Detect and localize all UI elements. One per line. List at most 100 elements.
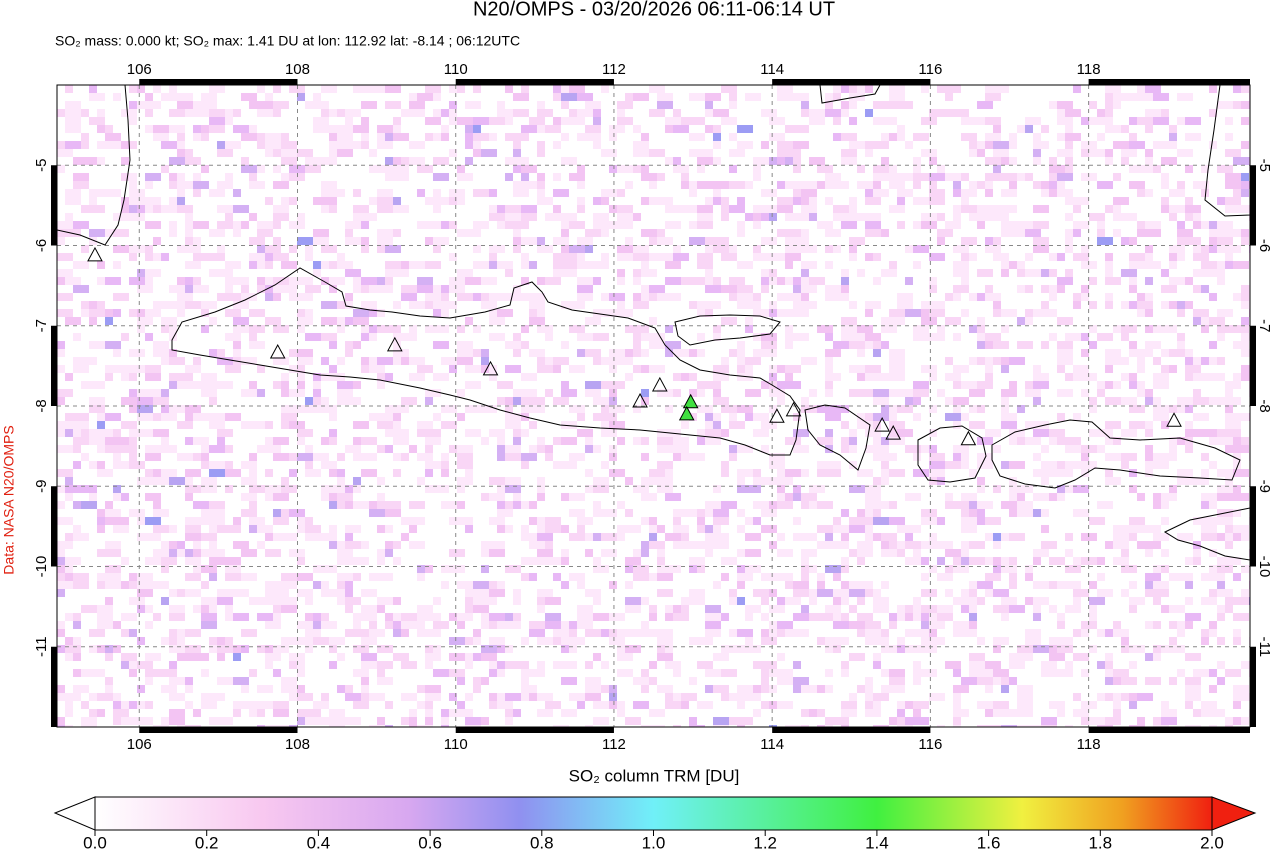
so2-pixel [57,629,65,637]
so2-pixel [737,645,745,653]
so2-pixel [113,365,129,373]
so2-pixel [177,637,185,645]
so2-pixel [985,669,993,677]
so2-pixel [633,565,649,573]
so2-pixel [657,653,673,661]
so2-pixel [65,117,81,125]
so2-pixel [457,341,473,349]
so2-pixel [65,317,81,325]
so2-pixel [737,701,745,709]
so2-pixel [721,197,729,205]
so2-pixel [561,525,569,533]
so2-pixel [1233,437,1241,445]
so2-pixel [617,613,625,621]
so2-pixel [297,365,305,373]
so2-pixel [801,469,809,477]
so2-pixel [409,357,425,365]
so2-pixel [745,357,761,365]
so2-pixel [281,413,297,421]
so2-pixel [969,493,977,501]
y-tick-label: -9 [1256,480,1272,493]
so2-pixel [1129,397,1137,405]
so2-pixel [985,117,1001,125]
so2-pixel [625,237,633,245]
so2-pixel [937,557,945,565]
so2-pixel [929,189,945,197]
map-ticks: 1061061081081101101121121141141161161181… [33,61,1272,753]
so2-pixel [825,357,833,365]
so2-pixel [1129,349,1137,357]
so2-pixel [57,365,65,373]
so2-pixel [729,453,737,461]
so2-pixel [897,125,905,133]
so2-pixel [745,533,761,541]
so2-pixel [1113,709,1121,717]
so2-pixel [361,221,369,229]
so2-pixel [793,581,809,589]
x-tick-label: 112 [602,736,626,753]
so2-pixel [985,245,1001,253]
so2-pixel [1145,245,1153,253]
so2-pixel [193,453,201,461]
so2-pixel [401,285,417,293]
so2-pixel [977,405,985,413]
so2-pixel [145,413,153,421]
so2-pixel [825,349,841,357]
so2-pixel [569,245,585,253]
so2-pixel [641,397,649,405]
so2-pixel [649,517,657,525]
y-tick-label: -11 [1256,636,1272,657]
so2-pixel [929,197,945,205]
so2-pixel [689,373,697,381]
so2-pixel [545,445,553,453]
so2-pixel [313,581,321,589]
so2-pixel [721,405,737,413]
so2-pixel [761,341,777,349]
so2-pixel [1201,669,1209,677]
so2-pixel [553,357,569,365]
so2-pixel [177,141,185,149]
so2-pixel [1217,573,1225,581]
so2-pixel [1217,245,1225,253]
so2-pixel [129,141,137,149]
so2-pixel [929,461,945,469]
so2-pixel [145,445,161,453]
so2-pixel [321,621,329,629]
so2-pixel [905,717,921,725]
so2-pixel [273,437,289,445]
so2-pixel [401,293,417,301]
so2-pixel [633,213,641,221]
so2-pixel [681,701,689,709]
so2-pixel [1113,349,1121,357]
so2-pixel [529,317,545,325]
so2-pixel [1017,485,1033,493]
so2-pixel [1153,357,1161,365]
so2-pixel [233,709,241,717]
so2-pixel [1089,645,1097,653]
so2-pixel [297,93,305,101]
so2-pixel [241,157,249,165]
so2-pixel [697,221,713,229]
so2-pixel [465,141,473,149]
colorbar [94,796,1213,831]
so2-pixel [625,509,633,517]
so2-pixel [1225,253,1233,261]
so2-pixel [1065,157,1073,165]
so2-pixel [617,709,625,717]
so2-pixel [705,621,721,629]
so2-pixel [241,133,257,141]
so2-pixel [825,685,833,693]
so2-pixel [113,541,121,549]
so2-pixel [753,221,761,229]
so2-pixel [1017,685,1033,693]
so2-pixel [945,373,961,381]
so2-pixel [153,549,169,557]
so2-pixel [1057,413,1065,421]
so2-pixel [769,301,777,309]
so2-pixel [97,461,105,469]
so2-pixel [961,173,969,181]
so2-pixel [1233,493,1249,501]
so2-pixel [265,581,273,589]
so2-pixel [945,661,961,669]
so2-pixel [81,141,89,149]
